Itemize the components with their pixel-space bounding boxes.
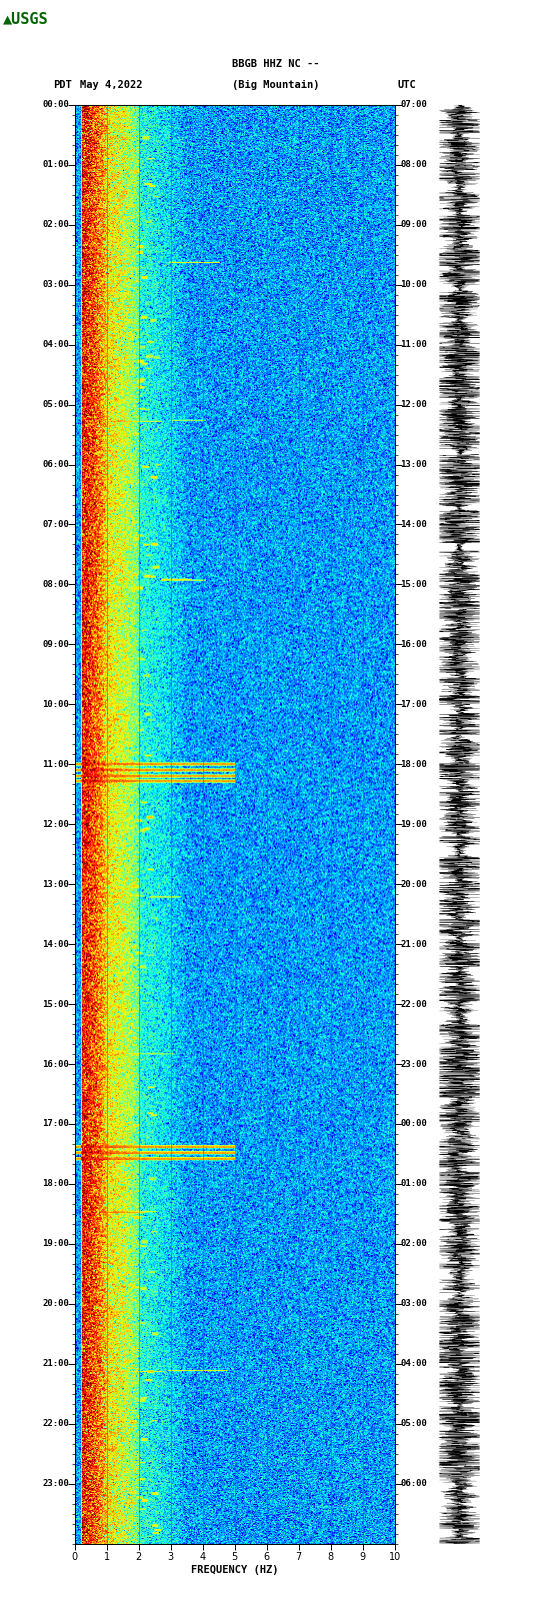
Text: 03:00: 03:00 xyxy=(400,1300,427,1308)
Text: 05:00: 05:00 xyxy=(42,400,69,410)
Text: 09:00: 09:00 xyxy=(400,221,427,229)
Text: 08:00: 08:00 xyxy=(400,160,427,169)
Text: 00:00: 00:00 xyxy=(42,100,69,110)
Text: 17:00: 17:00 xyxy=(400,700,427,708)
Text: 20:00: 20:00 xyxy=(42,1300,69,1308)
Text: BBGB HHZ NC --: BBGB HHZ NC -- xyxy=(232,60,320,69)
Text: 09:00: 09:00 xyxy=(42,640,69,648)
Text: 00:00: 00:00 xyxy=(400,1119,427,1129)
Text: 01:00: 01:00 xyxy=(400,1179,427,1189)
Text: UTC: UTC xyxy=(397,81,416,90)
Text: 13:00: 13:00 xyxy=(400,460,427,469)
Text: 16:00: 16:00 xyxy=(400,640,427,648)
Text: 06:00: 06:00 xyxy=(42,460,69,469)
Text: 17:00: 17:00 xyxy=(42,1119,69,1129)
Text: 02:00: 02:00 xyxy=(400,1239,427,1248)
Text: 10:00: 10:00 xyxy=(400,281,427,289)
Text: 10:00: 10:00 xyxy=(42,700,69,708)
Text: 19:00: 19:00 xyxy=(400,819,427,829)
Text: 03:00: 03:00 xyxy=(42,281,69,289)
Text: 22:00: 22:00 xyxy=(400,1000,427,1008)
Text: 18:00: 18:00 xyxy=(42,1179,69,1189)
Text: 16:00: 16:00 xyxy=(42,1060,69,1068)
Text: 07:00: 07:00 xyxy=(42,519,69,529)
Text: 14:00: 14:00 xyxy=(400,519,427,529)
Text: 05:00: 05:00 xyxy=(400,1419,427,1428)
Text: 23:00: 23:00 xyxy=(42,1479,69,1489)
Text: 01:00: 01:00 xyxy=(42,160,69,169)
X-axis label: FREQUENCY (HZ): FREQUENCY (HZ) xyxy=(191,1565,278,1574)
Text: 04:00: 04:00 xyxy=(42,340,69,348)
Text: 19:00: 19:00 xyxy=(42,1239,69,1248)
Text: 12:00: 12:00 xyxy=(400,400,427,410)
Text: 15:00: 15:00 xyxy=(42,1000,69,1008)
Text: 02:00: 02:00 xyxy=(42,221,69,229)
Text: 13:00: 13:00 xyxy=(42,879,69,889)
Text: 21:00: 21:00 xyxy=(400,940,427,948)
Text: ▲USGS: ▲USGS xyxy=(3,11,49,26)
Text: PDT: PDT xyxy=(53,81,72,90)
Text: 20:00: 20:00 xyxy=(400,879,427,889)
Text: 08:00: 08:00 xyxy=(42,581,69,589)
Text: 21:00: 21:00 xyxy=(42,1360,69,1368)
Text: 06:00: 06:00 xyxy=(400,1479,427,1489)
Text: 23:00: 23:00 xyxy=(400,1060,427,1068)
Text: 11:00: 11:00 xyxy=(400,340,427,348)
Text: 15:00: 15:00 xyxy=(400,581,427,589)
Text: 22:00: 22:00 xyxy=(42,1419,69,1428)
Text: 18:00: 18:00 xyxy=(400,760,427,769)
Text: 04:00: 04:00 xyxy=(400,1360,427,1368)
Text: 07:00: 07:00 xyxy=(400,100,427,110)
Text: May 4,2022: May 4,2022 xyxy=(80,81,142,90)
Text: 14:00: 14:00 xyxy=(42,940,69,948)
Text: 11:00: 11:00 xyxy=(42,760,69,769)
Text: 12:00: 12:00 xyxy=(42,819,69,829)
Text: (Big Mountain): (Big Mountain) xyxy=(232,81,320,90)
